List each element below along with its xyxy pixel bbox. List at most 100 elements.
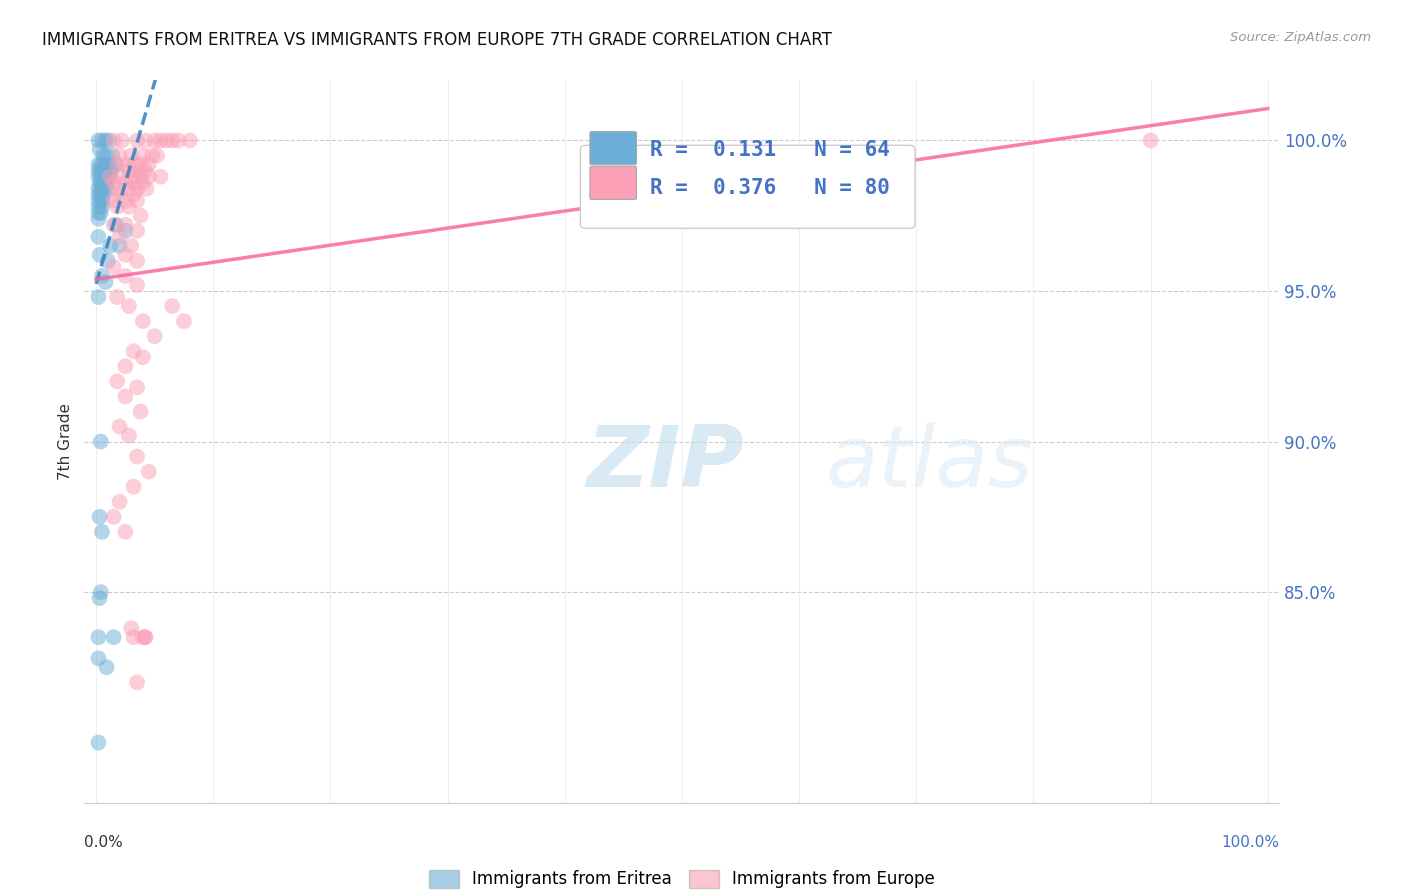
Point [87,200,110,214]
Point [103,509,125,524]
Point [96,181,118,195]
Point [90,268,114,283]
Point [90,434,112,449]
Point [91,169,114,184]
Point [114,218,136,232]
Point [108,169,131,184]
FancyBboxPatch shape [591,132,637,165]
Point [127,675,149,690]
Point [87,230,110,244]
Text: 100.0%: 100.0% [1222,836,1279,850]
Point [103,218,125,232]
Point [108,148,131,162]
Point [89,176,111,190]
Point [87,290,110,304]
Point [143,134,166,148]
Point [114,268,136,283]
Point [132,314,155,328]
Point [124,176,146,190]
Text: ZIP: ZIP [586,422,744,505]
Point [114,248,136,262]
Text: Source: ZipAtlas.com: Source: ZipAtlas.com [1230,31,1371,45]
Point [149,169,172,184]
Point [89,248,111,262]
Point [98,239,121,253]
Point [114,158,136,172]
Point [127,224,149,238]
Point [127,450,149,464]
Point [127,194,149,208]
Point [114,359,136,374]
Point [87,211,110,226]
Point [90,169,112,184]
Point [120,148,142,162]
Point [90,200,114,214]
Point [127,134,149,148]
Text: atlas: atlas [825,422,1033,505]
Point [173,314,195,328]
Point [105,290,128,304]
Point [108,239,131,253]
Point [162,134,183,148]
Legend: Immigrants from Eritrea, Immigrants from Europe: Immigrants from Eritrea, Immigrants from… [429,870,935,888]
Point [118,200,141,214]
Point [94,163,117,178]
Point [90,181,112,195]
Point [108,495,131,509]
Point [87,736,110,750]
Point [143,329,166,343]
Point [89,143,111,157]
Point [134,630,156,644]
Point [120,239,142,253]
Point [132,351,155,365]
Point [135,181,157,195]
Y-axis label: 7th Grade: 7th Grade [58,403,73,480]
Point [108,230,131,244]
Point [87,163,110,178]
Point [87,169,110,184]
Point [97,176,120,190]
Point [87,158,110,172]
Point [138,158,160,172]
Point [87,187,110,202]
Point [87,194,110,208]
Point [108,419,131,434]
Point [90,176,114,190]
Point [146,148,169,162]
Point [87,134,110,148]
Point [127,163,149,178]
Point [96,660,118,674]
Point [127,278,149,293]
Point [91,181,114,195]
Point [114,389,136,403]
Point [101,148,124,162]
Point [90,206,112,220]
Point [90,524,114,539]
Point [122,630,145,644]
Point [127,254,149,268]
Point [118,299,141,313]
Point [104,158,127,172]
Point [90,585,112,599]
Point [129,158,152,172]
Point [87,206,110,220]
Text: R =  0.376   N = 80: R = 0.376 N = 80 [650,178,890,198]
Point [94,176,117,190]
Point [1139,134,1161,148]
Point [114,524,136,539]
Point [132,148,155,162]
Point [87,181,110,195]
Point [94,275,117,289]
Point [105,218,127,232]
FancyBboxPatch shape [591,166,637,200]
Point [90,187,112,202]
Point [105,200,128,214]
Point [127,380,149,394]
Text: IMMIGRANTS FROM ERITREA VS IMMIGRANTS FROM EUROPE 7TH GRADE CORRELATION CHART: IMMIGRANTS FROM ERITREA VS IMMIGRANTS FR… [42,31,832,49]
Point [122,187,145,202]
Point [90,158,112,172]
Point [98,134,120,148]
Point [103,630,125,644]
Point [96,169,118,184]
Point [93,187,115,202]
